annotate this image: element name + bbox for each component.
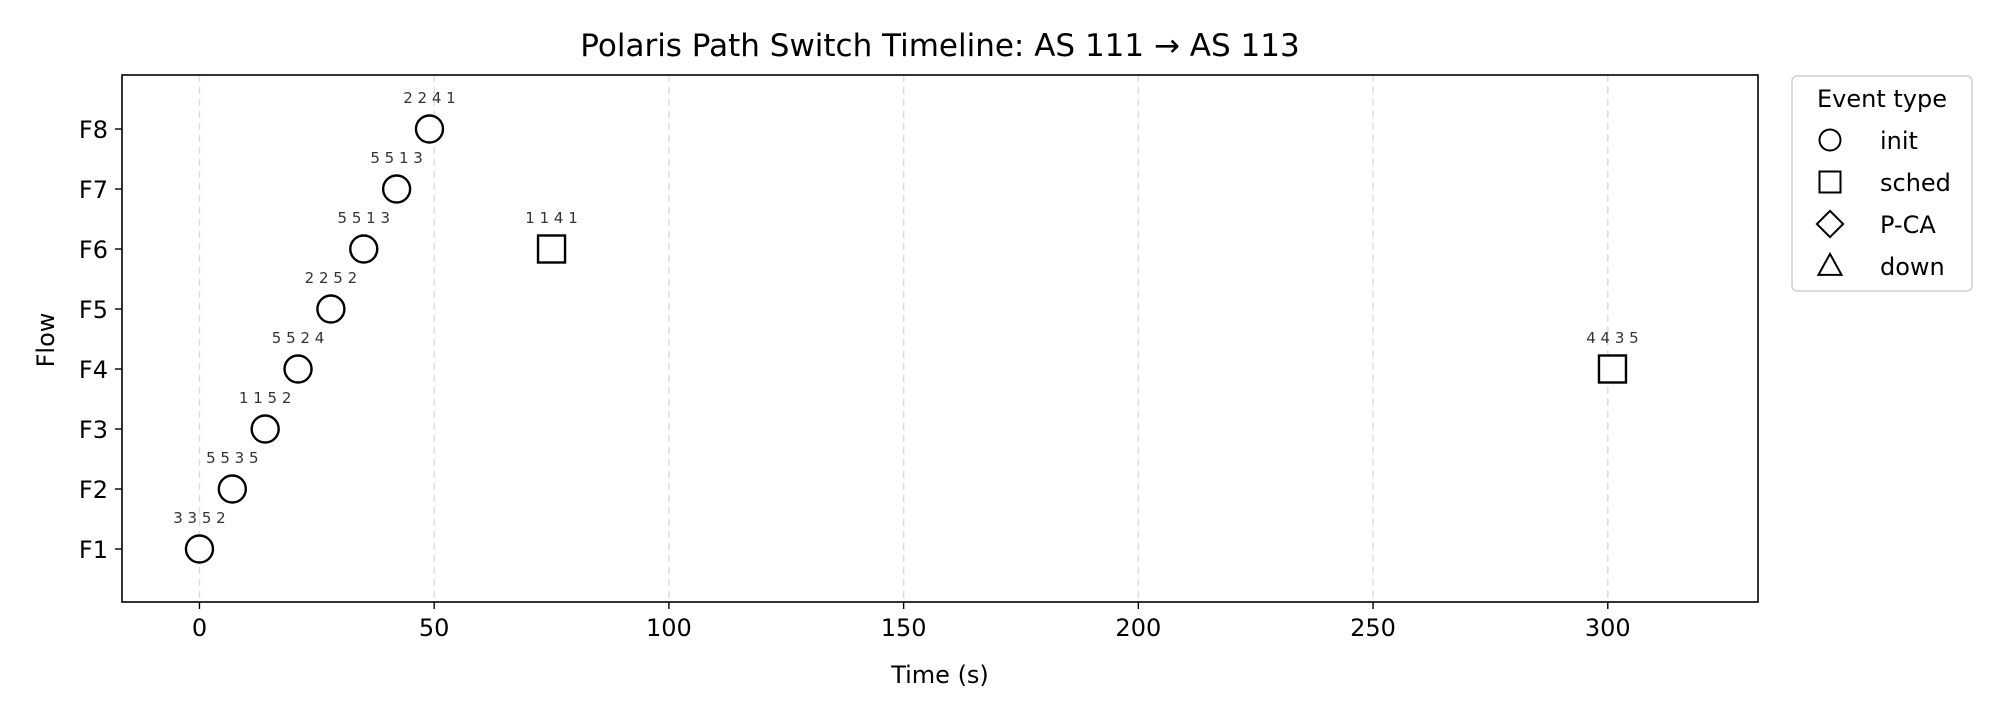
- grid-lines: [198, 75, 1609, 602]
- data-point-init: [217, 474, 248, 504]
- point-annotation: 2 2 5 2: [305, 269, 357, 287]
- point-annotation: 3 3 5 2: [173, 509, 225, 527]
- x-tick-label: 100: [646, 614, 692, 642]
- data-point-init: [316, 294, 346, 324]
- legend-marker-triangle: [1816, 251, 1844, 276]
- data-point-init: [381, 174, 412, 204]
- x-tick-label: 300: [1585, 614, 1631, 642]
- plot-frame: [121, 74, 1759, 603]
- y-axis-ticks: F1 F2 F3 F4 F5 F6 F7 F8: [79, 116, 122, 564]
- legend-title: Event type: [1817, 85, 1947, 113]
- x-tick-label: 150: [881, 614, 927, 642]
- y-tick-label: F2: [79, 476, 108, 504]
- y-tick-label: F8: [79, 116, 108, 144]
- y-axis-label: Flow: [32, 313, 60, 368]
- point-annotation: 5 5 1 3: [370, 149, 422, 167]
- data-point-init: [349, 234, 379, 264]
- point-annotation: 1 1 4 1: [525, 209, 577, 227]
- legend-marker-square: [1818, 170, 1842, 194]
- data-points: 3 3 5 2 5 5 3 5 1 1 5 2 5 5 2 4 2 2 5 2 5 5 1…: [173, 89, 1639, 564]
- data-point-init: [250, 414, 280, 444]
- x-axis-ticks: 0 50 100 150 200 250 300: [192, 602, 1631, 642]
- x-tick-label: 50: [419, 614, 450, 642]
- legend-marker-diamond: [1815, 209, 1845, 239]
- legend-items: init sched P-CA down: [1815, 127, 1951, 281]
- legend-label: init: [1880, 127, 1918, 155]
- point-annotation: 5 5 3 5: [206, 449, 258, 467]
- y-tick-label: F6: [79, 236, 108, 264]
- y-tick-label: F3: [79, 416, 108, 444]
- x-tick-label: 0: [192, 614, 207, 642]
- data-point-init: [414, 114, 445, 144]
- y-tick-label: F7: [79, 176, 108, 204]
- point-annotation: 1 1 5 2: [239, 389, 291, 407]
- point-annotation: 5 5 2 4: [272, 329, 324, 347]
- y-tick-label: F4: [79, 356, 108, 384]
- y-tick-label: F1: [79, 536, 108, 564]
- point-annotation: 2 2 4 1: [403, 89, 455, 107]
- legend-label: P-CA: [1880, 211, 1936, 239]
- point-annotation: 5 5 1 3: [338, 209, 390, 227]
- x-axis-label: Time (s): [890, 661, 989, 689]
- data-point-sched: [1597, 354, 1628, 384]
- data-point-init: [184, 534, 215, 564]
- point-annotation: 4 4 3 5: [1586, 329, 1638, 347]
- chart-title: Polaris Path Switch Timeline: AS 111 → A…: [580, 28, 1299, 64]
- x-tick-label: 200: [1115, 614, 1161, 642]
- y-tick-label: F5: [79, 296, 108, 324]
- legend-label: down: [1880, 253, 1945, 281]
- legend-marker-circle: [1818, 128, 1842, 152]
- legend-box: [1791, 75, 1973, 292]
- data-point-init: [283, 354, 313, 384]
- legend: Event type init sched P-CA down: [1791, 75, 1973, 292]
- x-tick-label: 250: [1350, 614, 1396, 642]
- legend-label: sched: [1880, 169, 1951, 197]
- data-point-sched: [536, 234, 567, 264]
